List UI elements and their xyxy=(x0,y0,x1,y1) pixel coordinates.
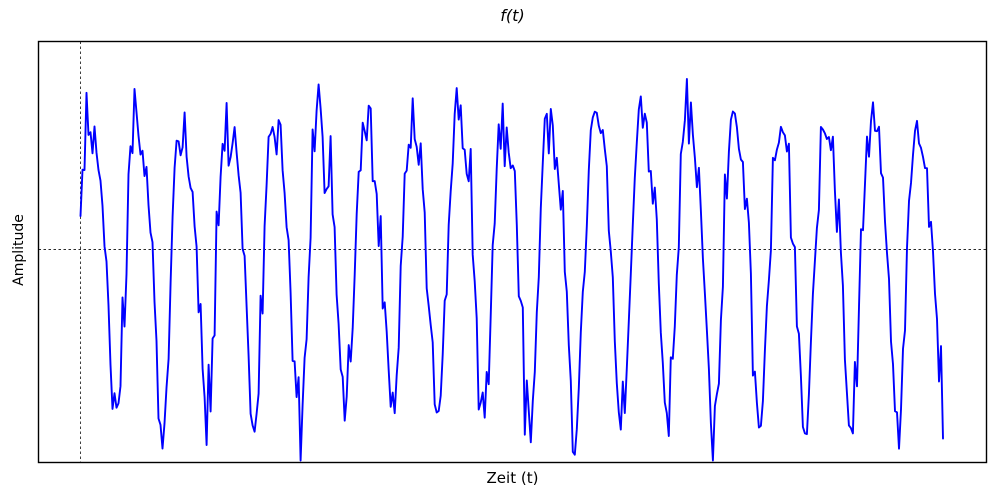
x-axis-label: Zeit (t) xyxy=(486,469,539,487)
axes-border xyxy=(37,40,988,464)
chart-title: f(t) xyxy=(500,6,525,25)
signal-line xyxy=(79,78,944,462)
